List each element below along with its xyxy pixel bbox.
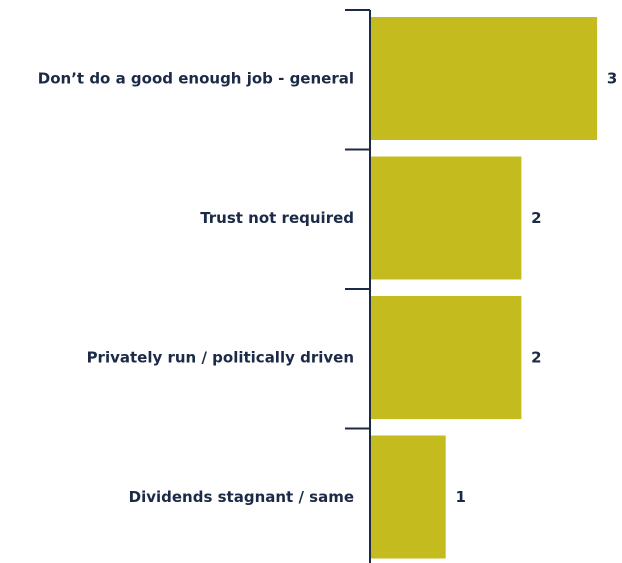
bars-group (370, 17, 598, 559)
category-labels: Don’t do a good enough job - general Trus… (38, 70, 354, 507)
value-label: 1 (455, 488, 465, 506)
value-label: 2 (531, 349, 541, 367)
bar (370, 296, 522, 419)
bar (370, 435, 446, 559)
value-label: 2 (531, 209, 541, 227)
y-axis (345, 9, 371, 563)
bar (370, 17, 598, 140)
category-label: Don’t do a good enough job - general (38, 70, 354, 88)
value-labels: 3 2 2 1 (455, 70, 617, 507)
category-label: Dividends stagnant / same (129, 488, 354, 506)
value-label: 3 (607, 70, 617, 88)
category-label: Privately run / politically driven (87, 349, 354, 367)
category-label: Trust not required (200, 209, 354, 227)
bar (370, 156, 522, 280)
